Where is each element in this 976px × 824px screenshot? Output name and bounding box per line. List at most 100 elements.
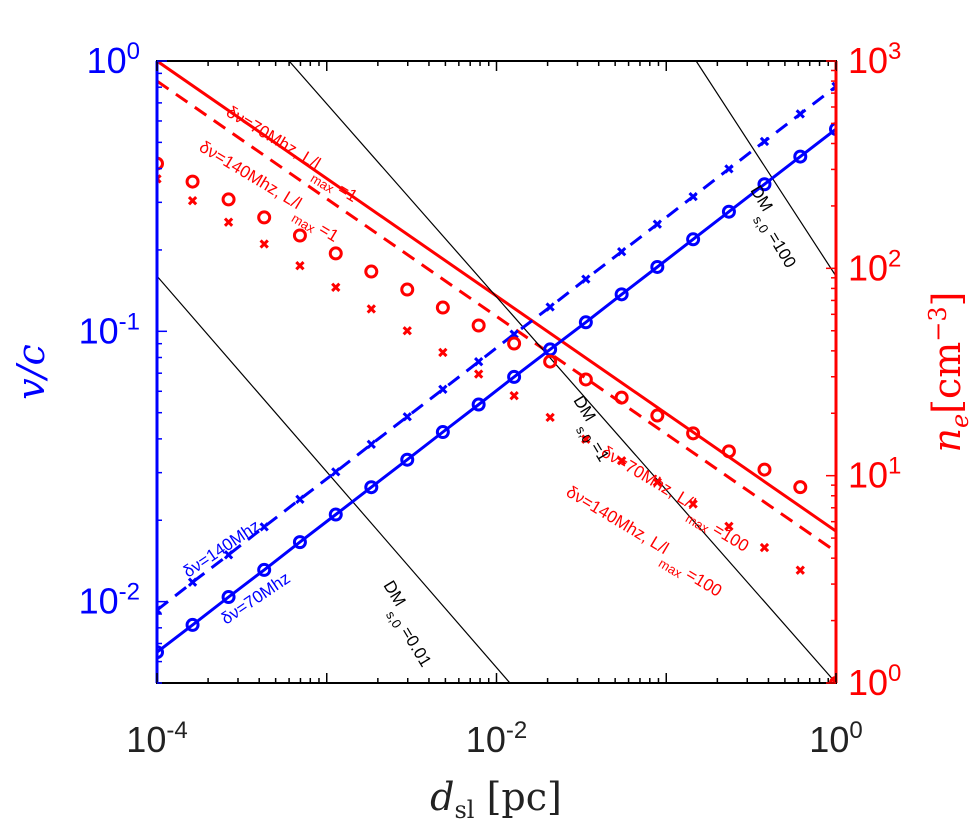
axis-ticks [156,60,837,684]
series-3-point-18 [795,565,805,575]
series-0-point-18 [793,149,808,164]
annotation-a4: δν=140Mhz, L/lmax =100 [557,482,730,603]
series-1-point-16 [724,164,734,174]
series-2-point-14 [650,408,665,423]
model-line-3 [288,61,836,683]
series-1-point-4 [295,494,305,505]
series-1-point-7 [402,412,412,422]
model-line-4 [695,61,836,277]
series-2-point-13 [614,390,629,405]
series-2-point-4 [292,228,307,243]
y-left-tick-label-1: 10-1 [79,308,140,351]
annotations: δν=70Mhz, L/lmax =1δν=140Mhz, L/lmax =1δ… [180,102,807,671]
y-right-axis-title: ne[cm−3] [924,291,974,452]
y-left-axis-title: v/c [9,344,53,400]
series-2-point-15 [686,426,701,441]
series-2-point-18 [793,480,808,495]
x-tick-label-1: 10-2 [466,717,527,760]
series-3-point-7 [402,326,412,336]
y-right-tick-label-3: 103 [848,38,901,81]
series-0-point-8 [435,425,450,440]
annotation-a5: δν=140Mhz [180,516,264,581]
series-1-point-6 [366,439,376,449]
series-2-point-5 [328,246,343,261]
y-left-tick-label-2: 100 [87,38,140,81]
series-3-point-12 [581,434,591,444]
series-0-point-14 [650,259,665,274]
series-2-point-0 [157,156,164,171]
series-2-point-8 [435,300,450,315]
series-2-point-7 [400,282,415,297]
series-1-point-13 [616,247,627,257]
series-0-point-13 [614,287,629,302]
series-0-point-4 [292,535,307,550]
annotation-a8: DMs,0 =1 [559,392,621,466]
series-line-0 [157,127,836,654]
series-1-point-19 [831,81,836,92]
annotation-a9: DMs,0 =100 [736,182,807,272]
y-right-tick-label-1: 101 [848,453,901,496]
series-2-point-9 [471,318,486,333]
series-0-point-7 [400,452,415,467]
y-left-tick-label-0: 10-2 [79,579,140,622]
x-tick-label-0: 10-4 [126,717,187,760]
series-3-point-5 [331,282,341,292]
series-line-1 [157,85,836,612]
series-0-point-17 [757,177,772,192]
series-1-point-18 [795,109,805,119]
series-0-point-2 [221,590,236,605]
series-1-point-15 [688,191,698,202]
series-3-point-15 [688,499,698,509]
series-1-point-10 [509,329,519,339]
series-1-point-14 [652,219,662,229]
series-3-point-6 [366,304,376,314]
series-2-point-1 [185,174,200,189]
axis-labels: 10-4 10-2 100 10-2 10-1 100 100 101 102 103 dsl [p… [9,38,974,824]
y-right-tick-label-0: 100 [848,660,901,703]
series-0-point-16 [721,204,736,219]
series-2-point-16 [721,444,736,459]
series-2-point-6 [364,264,379,279]
annotation-a2: δν=140Mhz, L/lmax =1 [190,137,347,248]
series-3-point-1 [187,196,198,206]
x-tick-label-2: 100 [809,717,862,760]
series-1-point-0 [157,605,162,615]
series-3-point-4 [295,261,305,271]
series-2-point-12 [578,372,593,387]
model-line-2 [157,275,511,683]
series-3-point-10 [509,391,519,401]
series-2-point-2 [221,192,236,207]
series-1-point-1 [187,577,198,587]
series-3-point-3 [259,239,269,249]
series-2-point-3 [257,210,272,225]
series-0-point-5 [328,507,343,522]
series-2-point-10 [507,336,522,351]
y-right-tick-label-2: 102 [848,245,901,288]
series-0-point-15 [686,232,701,247]
series-0-point-19 [829,122,836,137]
series-3-point-13 [616,456,627,466]
plot-area [157,61,836,683]
series-0-point-10 [507,369,522,384]
series-2-point-17 [757,462,772,477]
series-3-point-17 [759,542,770,553]
series-3-point-8 [438,347,448,358]
series-0-point-6 [364,480,379,495]
series-0-point-12 [578,315,593,330]
annotation-a7: DMs,0 =0.01 [369,577,443,671]
series-1-point-17 [759,136,770,147]
series-1-point-12 [581,274,591,284]
series-1-point-3 [259,522,269,532]
series-3-point-2 [223,217,234,227]
series-3-point-9 [473,369,484,379]
series-3-point-14 [652,477,662,487]
series-0-point-0 [157,645,164,660]
x-axis-title: dsl [pc] [430,775,562,824]
series-1-point-9 [473,357,484,367]
series-0-point-3 [257,562,272,577]
series-3-point-0 [157,174,162,184]
series-0-point-1 [185,617,200,632]
series-1-point-5 [331,467,341,477]
series-3-point-11 [545,412,555,423]
